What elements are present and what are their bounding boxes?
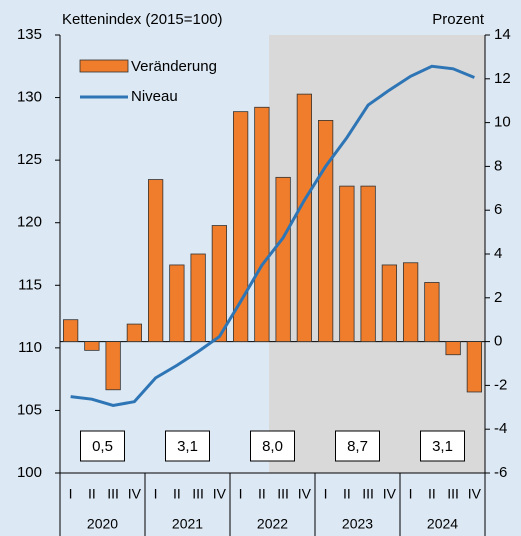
bar [105, 341, 121, 391]
y2-tick-label: -2 [494, 376, 507, 393]
annual-box [165, 430, 210, 462]
x-tick-label: III [362, 486, 374, 502]
bar [296, 93, 312, 342]
x-tick-label: II [343, 486, 351, 502]
group-label: 2020 [87, 516, 118, 532]
x-tick-label: II [428, 486, 436, 502]
y2-tick-label: 10 [494, 114, 511, 131]
annual-box [335, 430, 380, 462]
y2-tick-label: -6 [494, 464, 507, 481]
bar [317, 120, 334, 343]
y2-tick-label: 8 [494, 157, 502, 174]
x-tick-label: III [192, 486, 204, 502]
annual-label: 8,0 [262, 438, 283, 455]
x-tick-label: IV [298, 486, 312, 502]
x-tick-label: I [409, 486, 413, 502]
annual-box [420, 430, 465, 462]
y2-tick-label: 2 [494, 289, 502, 306]
bar [147, 179, 164, 342]
bar [63, 319, 79, 343]
x-tick-label: IV [128, 486, 142, 502]
x-tick-label: IV [213, 486, 227, 502]
y-tick-label: 135 [17, 26, 42, 43]
y-tick-label: 100 [17, 464, 42, 481]
x-tick-label: III [447, 486, 459, 502]
x-tick-label: III [277, 486, 289, 502]
x-tick-label: II [88, 486, 96, 502]
x-tick-label: III [107, 486, 119, 502]
x-tick-label: I [324, 486, 328, 502]
bar [381, 264, 397, 343]
bar [275, 176, 291, 343]
y-tick-label: 120 [17, 214, 42, 231]
annual-label: 8,7 [347, 438, 368, 455]
annual-label: 3,1 [177, 438, 198, 455]
bar [360, 185, 376, 343]
x-tick-label: II [173, 486, 181, 502]
y2-tick-label: -4 [494, 420, 507, 437]
bar [424, 282, 440, 343]
annual-label: 3,1 [432, 438, 453, 455]
x-tick-label: II [258, 486, 266, 502]
group-label: 2023 [342, 516, 373, 532]
bar [402, 262, 419, 343]
x-tick-label: I [239, 486, 243, 502]
group-label: 2022 [257, 516, 288, 532]
bar [169, 264, 185, 343]
x-tick-label: I [69, 486, 73, 502]
bar [126, 323, 143, 342]
bar [211, 225, 227, 342]
annual-box [80, 430, 125, 462]
legend-swatch [79, 59, 129, 73]
annual-box [250, 430, 295, 462]
bar [84, 341, 100, 351]
y-tick-label: 115 [18, 276, 42, 293]
annual-label: 0,5 [92, 438, 113, 455]
y-tick-label: 130 [17, 89, 42, 106]
bar [232, 111, 249, 342]
bar [254, 106, 270, 342]
bar [466, 341, 482, 393]
legend-label: Veränderung [131, 58, 217, 75]
y2-tick-label: 0 [494, 333, 502, 350]
bar [339, 185, 355, 343]
y2-axis-title: Prozent [432, 11, 485, 28]
bar [190, 253, 206, 342]
y-tick-label: 125 [17, 151, 42, 168]
legend-label: Niveau [131, 88, 178, 105]
y2-tick-label: 14 [494, 26, 511, 43]
y2-tick-label: 4 [494, 245, 502, 262]
x-tick-label: IV [468, 486, 482, 502]
group-label: 2024 [427, 516, 458, 532]
y2-tick-label: 6 [494, 201, 502, 218]
line [70, 64, 475, 407]
group-label: 2021 [172, 516, 203, 532]
y-tick-label: 105 [17, 401, 42, 418]
bar [445, 341, 461, 356]
y2-tick-label: 12 [494, 70, 511, 87]
y-axis-title: Kettenindex (2015=100) [62, 11, 223, 28]
x-tick-label: IV [383, 486, 397, 502]
x-tick-label: I [154, 486, 158, 502]
y-tick-label: 110 [18, 339, 42, 356]
